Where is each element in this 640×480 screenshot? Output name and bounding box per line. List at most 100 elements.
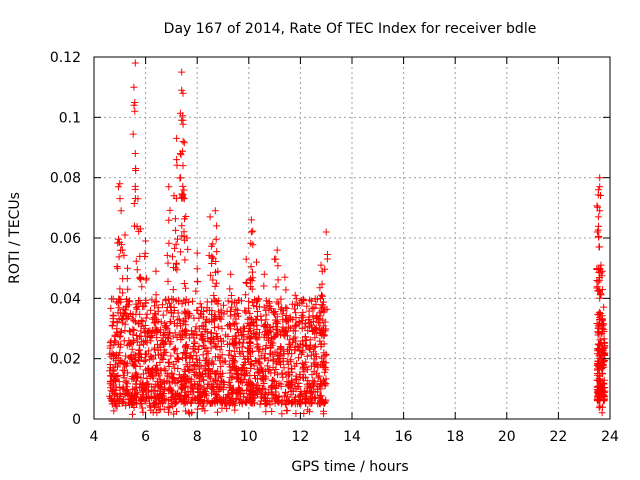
- y-tick-label: 0.08: [50, 171, 81, 187]
- data-point: [293, 376, 301, 383]
- data-point: [281, 332, 289, 340]
- data-point-peak: [317, 261, 325, 269]
- data-point: [276, 346, 284, 354]
- data-point: [320, 407, 327, 415]
- data-point: [244, 355, 252, 363]
- data-point: [212, 279, 220, 287]
- data-point: [214, 408, 221, 416]
- data-point: [165, 408, 172, 416]
- data-point: [310, 317, 318, 325]
- y-tick-label: 0.02: [50, 352, 81, 368]
- data-point: [236, 350, 244, 358]
- data-point: [211, 324, 218, 332]
- data-point: [164, 277, 172, 285]
- data-point: [269, 357, 277, 365]
- data-point: [316, 284, 324, 292]
- data-point: [227, 292, 235, 299]
- data-point: [118, 241, 126, 249]
- data-point: [110, 337, 118, 345]
- data-point: [190, 314, 198, 322]
- data-point: [322, 350, 330, 358]
- data-point: [147, 337, 155, 345]
- x-tick-label: 18: [446, 429, 464, 445]
- data-point: [593, 265, 601, 272]
- chart-title: Day 167 of 2014, Rate Of TEC Index for r…: [164, 21, 537, 37]
- data-point: [245, 304, 252, 312]
- data-point: [282, 312, 290, 319]
- data-point: [593, 284, 601, 292]
- data-point-peak: [227, 270, 235, 278]
- data-point-peak: [130, 101, 138, 109]
- data-point: [183, 344, 191, 352]
- data-point: [175, 315, 183, 323]
- data-point: [303, 302, 311, 310]
- data-point-peak: [131, 59, 139, 67]
- data-point: [139, 379, 147, 387]
- data-point: [302, 392, 309, 400]
- data-point: [164, 259, 172, 267]
- data-point: [136, 299, 144, 307]
- data-point: [132, 393, 140, 401]
- data-point: [115, 378, 123, 386]
- data-point: [231, 401, 239, 409]
- data-point-peak: [291, 291, 299, 299]
- data-point: [117, 295, 125, 303]
- data-point-peak: [596, 174, 604, 182]
- data-point: [257, 316, 265, 324]
- data-point: [594, 388, 602, 396]
- data-point: [163, 378, 171, 386]
- data-point: [595, 389, 603, 397]
- data-point: [232, 305, 240, 313]
- data-point: [593, 228, 601, 236]
- data-point: [312, 342, 319, 350]
- y-tick-label: 0.04: [50, 291, 81, 307]
- data-point: [106, 344, 114, 352]
- data-point: [156, 399, 164, 407]
- data-point: [307, 394, 314, 402]
- data-point: [254, 295, 262, 303]
- data-point: [258, 389, 266, 397]
- data-point: [199, 332, 207, 340]
- data-point: [274, 262, 282, 270]
- axis-ticks: [93, 56, 611, 420]
- data-point: [193, 277, 201, 285]
- data-point: [180, 228, 188, 236]
- data-point: [171, 215, 179, 223]
- data-point: [148, 332, 156, 340]
- data-point: [166, 384, 174, 392]
- data-point: [308, 324, 316, 332]
- data-point: [208, 260, 216, 267]
- data-point: [200, 365, 208, 373]
- data-point-peak: [173, 134, 181, 142]
- data-point: [139, 370, 147, 378]
- data-point: [212, 391, 220, 399]
- data-point: [277, 295, 285, 303]
- data-point: [132, 380, 140, 388]
- data-point-peak: [596, 183, 604, 191]
- data-point: [248, 285, 256, 293]
- data-point: [230, 398, 238, 405]
- data-point: [122, 303, 130, 311]
- data-point: [162, 295, 170, 303]
- data-point: [197, 361, 205, 369]
- data-point: [158, 337, 166, 345]
- data-point: [195, 388, 203, 396]
- data-point: [165, 359, 172, 367]
- data-point: [129, 130, 137, 138]
- data-point: [163, 251, 171, 259]
- x-tick-label: 20: [498, 429, 516, 445]
- data-point: [245, 333, 253, 341]
- data-point: [307, 362, 315, 370]
- data-point: [273, 318, 281, 326]
- data-point-peak: [178, 86, 186, 94]
- data-point: [116, 195, 124, 203]
- data-point: [179, 137, 187, 145]
- data-point: [202, 318, 210, 326]
- data-point: [120, 251, 128, 259]
- data-point: [599, 324, 607, 332]
- data-point: [145, 347, 153, 355]
- data-point: [597, 192, 604, 199]
- data-point: [137, 374, 145, 382]
- data-point: [225, 360, 233, 368]
- data-point: [600, 325, 608, 333]
